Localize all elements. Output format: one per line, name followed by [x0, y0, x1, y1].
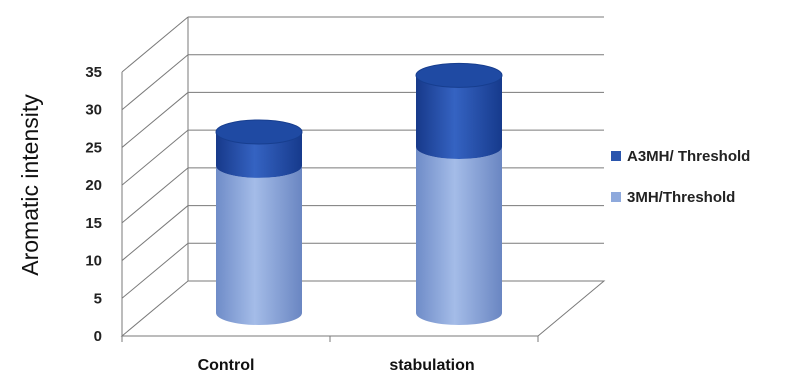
x-tick-label: Control — [198, 357, 255, 374]
legend-item-a3mh: A3MH/ Threshold — [611, 147, 750, 165]
legend: A3MH/ Threshold 3MH/Threshold — [611, 147, 750, 229]
x-ticks: Control stabulation — [198, 357, 475, 374]
x-tick-label: stabulation — [389, 357, 474, 374]
y-tick-label: 15 — [85, 215, 102, 232]
y-tick-label: 5 — [94, 290, 102, 307]
y-tick-label: 25 — [85, 139, 102, 156]
floor — [120, 280, 606, 337]
bar-segment — [416, 75, 502, 160]
plot-area — [215, 62, 503, 325]
bar-segment — [216, 165, 302, 325]
y-axis-label: Aromatic intensity — [17, 94, 43, 276]
bar-segment — [216, 131, 302, 178]
side-wall-gridline — [121, 167, 189, 224]
y-tick-label: 30 — [85, 102, 102, 119]
y-tick-label: 0 — [94, 328, 102, 345]
y-ticks: 0 5 10 15 20 25 30 35 — [85, 64, 102, 345]
y-tick-label: 10 — [85, 253, 102, 270]
legend-swatch-3mh — [611, 192, 621, 202]
legend-item-3mh: 3MH/Threshold — [611, 188, 750, 206]
side-wall-gridline — [121, 242, 189, 299]
side-wall-gridline — [121, 205, 189, 261]
bar-top-cap — [415, 62, 503, 88]
side-wall-gridline — [121, 16, 189, 73]
y-tick-label: 20 — [85, 177, 102, 194]
legend-swatch-a3mh — [611, 151, 621, 161]
side-wall-gridline — [121, 54, 189, 111]
bar-segment — [416, 147, 502, 325]
legend-label-a3mh: A3MH/ Threshold — [627, 147, 751, 165]
bar-top-cap — [215, 119, 303, 145]
side-wall-gridline — [121, 92, 189, 148]
y-tick-label: 35 — [85, 64, 102, 81]
side-wall-gridline — [121, 129, 189, 186]
legend-label-3mh: 3MH/Threshold — [627, 188, 736, 206]
axes-frame — [120, 16, 606, 342]
